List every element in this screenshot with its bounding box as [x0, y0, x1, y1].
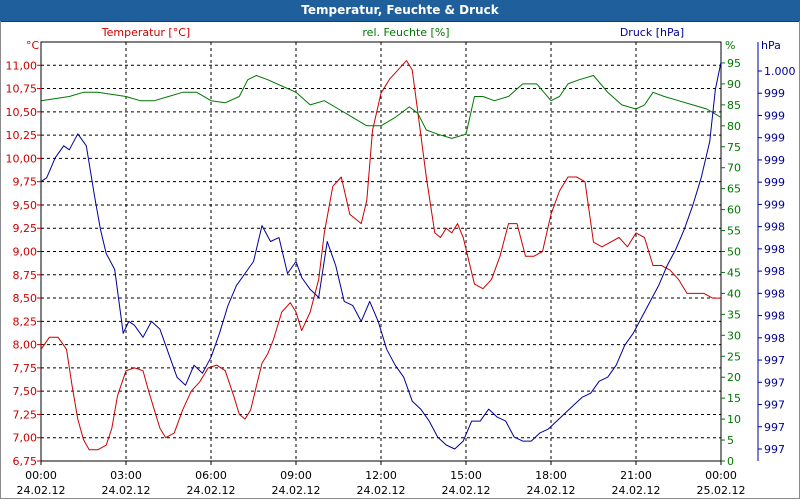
humidity-tick-label: 60 — [727, 204, 741, 217]
humidity-tick-label: 95 — [727, 57, 741, 70]
pressure-tick-label: 1.000 — [764, 65, 796, 78]
x-tick-time: 00:00 — [25, 469, 57, 482]
temperature-tick-label: 11,00 — [6, 59, 38, 72]
temperature-tick-label: 8,00 — [13, 339, 38, 352]
pressure-tick-label: 998 — [764, 265, 785, 278]
temperature-tick-label: 7,75 — [13, 362, 38, 375]
pressure-tick-label: 997 — [764, 443, 785, 456]
humidity-tick-label: 50 — [727, 246, 741, 259]
pressure-tick-label: 998 — [764, 221, 785, 234]
pressure-tick-label: 997 — [764, 354, 785, 367]
x-tick-date: 24.02.12 — [187, 484, 236, 497]
pressure-unit: hPa — [761, 39, 781, 52]
temperature-tick-label: 9,75 — [13, 176, 38, 189]
title-bar: Temperatur, Feuchte & Druck — [0, 0, 800, 22]
pressure-axis-label: Druck [hPa] — [620, 26, 684, 39]
temperature-tick-label: 7,25 — [13, 408, 38, 421]
temperature-tick-label: 9,25 — [13, 222, 38, 235]
humidity-tick-label: 0 — [727, 455, 734, 468]
chart-title: Temperatur, Feuchte & Druck — [301, 3, 499, 17]
humidity-unit: % — [725, 39, 735, 52]
humidity-tick-label: 40 — [727, 287, 741, 300]
humidity-tick-label: 85 — [727, 99, 741, 112]
pressure-tick-label: 999 — [764, 87, 785, 100]
humidity-tick-label: 45 — [727, 266, 741, 279]
pressure-tick-label: 998 — [764, 332, 785, 345]
temperature-axis-label: Temperatur [°C] — [101, 26, 190, 39]
humidity-tick-label: 80 — [727, 120, 741, 133]
temperature-tick-label: 10,00 — [6, 152, 38, 165]
humidity-tick-label: 20 — [727, 371, 741, 384]
grid-lines — [41, 42, 721, 461]
humidity-tick-label: 30 — [727, 329, 741, 342]
pressure-tick-label: 999 — [764, 154, 785, 167]
humidity-tick-label: 70 — [727, 162, 741, 175]
x-tick-time: 09:00 — [280, 469, 312, 482]
pressure-tick-label: 998 — [764, 243, 785, 256]
x-tick-date: 24.02.12 — [612, 484, 661, 497]
pressure-tick-label: 997 — [764, 376, 785, 389]
temperature-tick-label: 10,50 — [6, 106, 38, 119]
pressure-tick-label: 998 — [764, 310, 785, 323]
x-tick-time: 03:00 — [110, 469, 142, 482]
pressure-tick-label: 999 — [764, 132, 785, 145]
humidity-tick-label: 25 — [727, 350, 741, 363]
x-tick-date: 24.02.12 — [102, 484, 151, 497]
x-tick-time: 15:00 — [450, 469, 482, 482]
pressure-tick-label: 998 — [764, 287, 785, 300]
pressure-tick-label: 999 — [764, 198, 785, 211]
humidity-tick-label: 65 — [727, 183, 741, 196]
humidity-tick-label: 35 — [727, 308, 741, 321]
x-tick-date: 24.02.12 — [17, 484, 66, 497]
humidity-tick-label: 10 — [727, 413, 741, 426]
temperature-tick-label: 8,50 — [13, 292, 38, 305]
x-tick-date: 24.02.12 — [272, 484, 321, 497]
humidity-tick-label: 5 — [727, 434, 734, 447]
temperature-tick-label: 7,50 — [13, 385, 38, 398]
temperature-tick-label: 9,00 — [13, 246, 38, 259]
humidity-axis-label: rel. Feuchte [%] — [362, 26, 449, 39]
temperature-tick-label: 10,25 — [6, 129, 38, 142]
temperature-tick-label: 9,50 — [13, 199, 38, 212]
pressure-tick-label: 997 — [764, 399, 785, 412]
temperature-series-line — [40, 60, 721, 451]
temperature-tick-label: 8,75 — [13, 269, 38, 282]
temperature-unit: °C — [26, 39, 40, 52]
x-tick-time: 06:00 — [195, 469, 227, 482]
humidity-series-line — [40, 75, 722, 139]
pressure-tick-label: 997 — [764, 421, 785, 434]
axis-layer: 00:00 24.02.12 03:00 24.02.12 06:00 24.02.12 0… — [6, 42, 796, 497]
x-tick-time: 00:00 — [705, 469, 737, 482]
x-tick-date: 24.02.12 — [442, 484, 491, 497]
x-tick-time: 18:00 — [535, 469, 567, 482]
temperature-tick-label: 10,75 — [6, 83, 38, 96]
x-tick-date: 25.02.12 — [697, 484, 746, 497]
humidity-tick-label: 75 — [727, 141, 741, 154]
pressure-tick-label: 999 — [764, 109, 785, 122]
humidity-tick-label: 55 — [727, 225, 741, 238]
temperature-tick-label: 6,75 — [13, 455, 38, 468]
x-tick-date: 24.02.12 — [527, 484, 576, 497]
temperature-tick-label: 8,25 — [13, 315, 38, 328]
pressure-series-line — [40, 61, 722, 450]
humidity-tick-label: 15 — [727, 392, 741, 405]
x-tick-date: 24.02.12 — [357, 484, 406, 497]
humidity-tick-label: 90 — [727, 78, 741, 91]
pressure-tick-label: 999 — [764, 176, 785, 189]
x-tick-time: 21:00 — [620, 469, 652, 482]
series-layer — [40, 60, 722, 451]
x-tick-time: 12:00 — [365, 469, 397, 482]
temperature-tick-label: 7,00 — [13, 432, 38, 445]
